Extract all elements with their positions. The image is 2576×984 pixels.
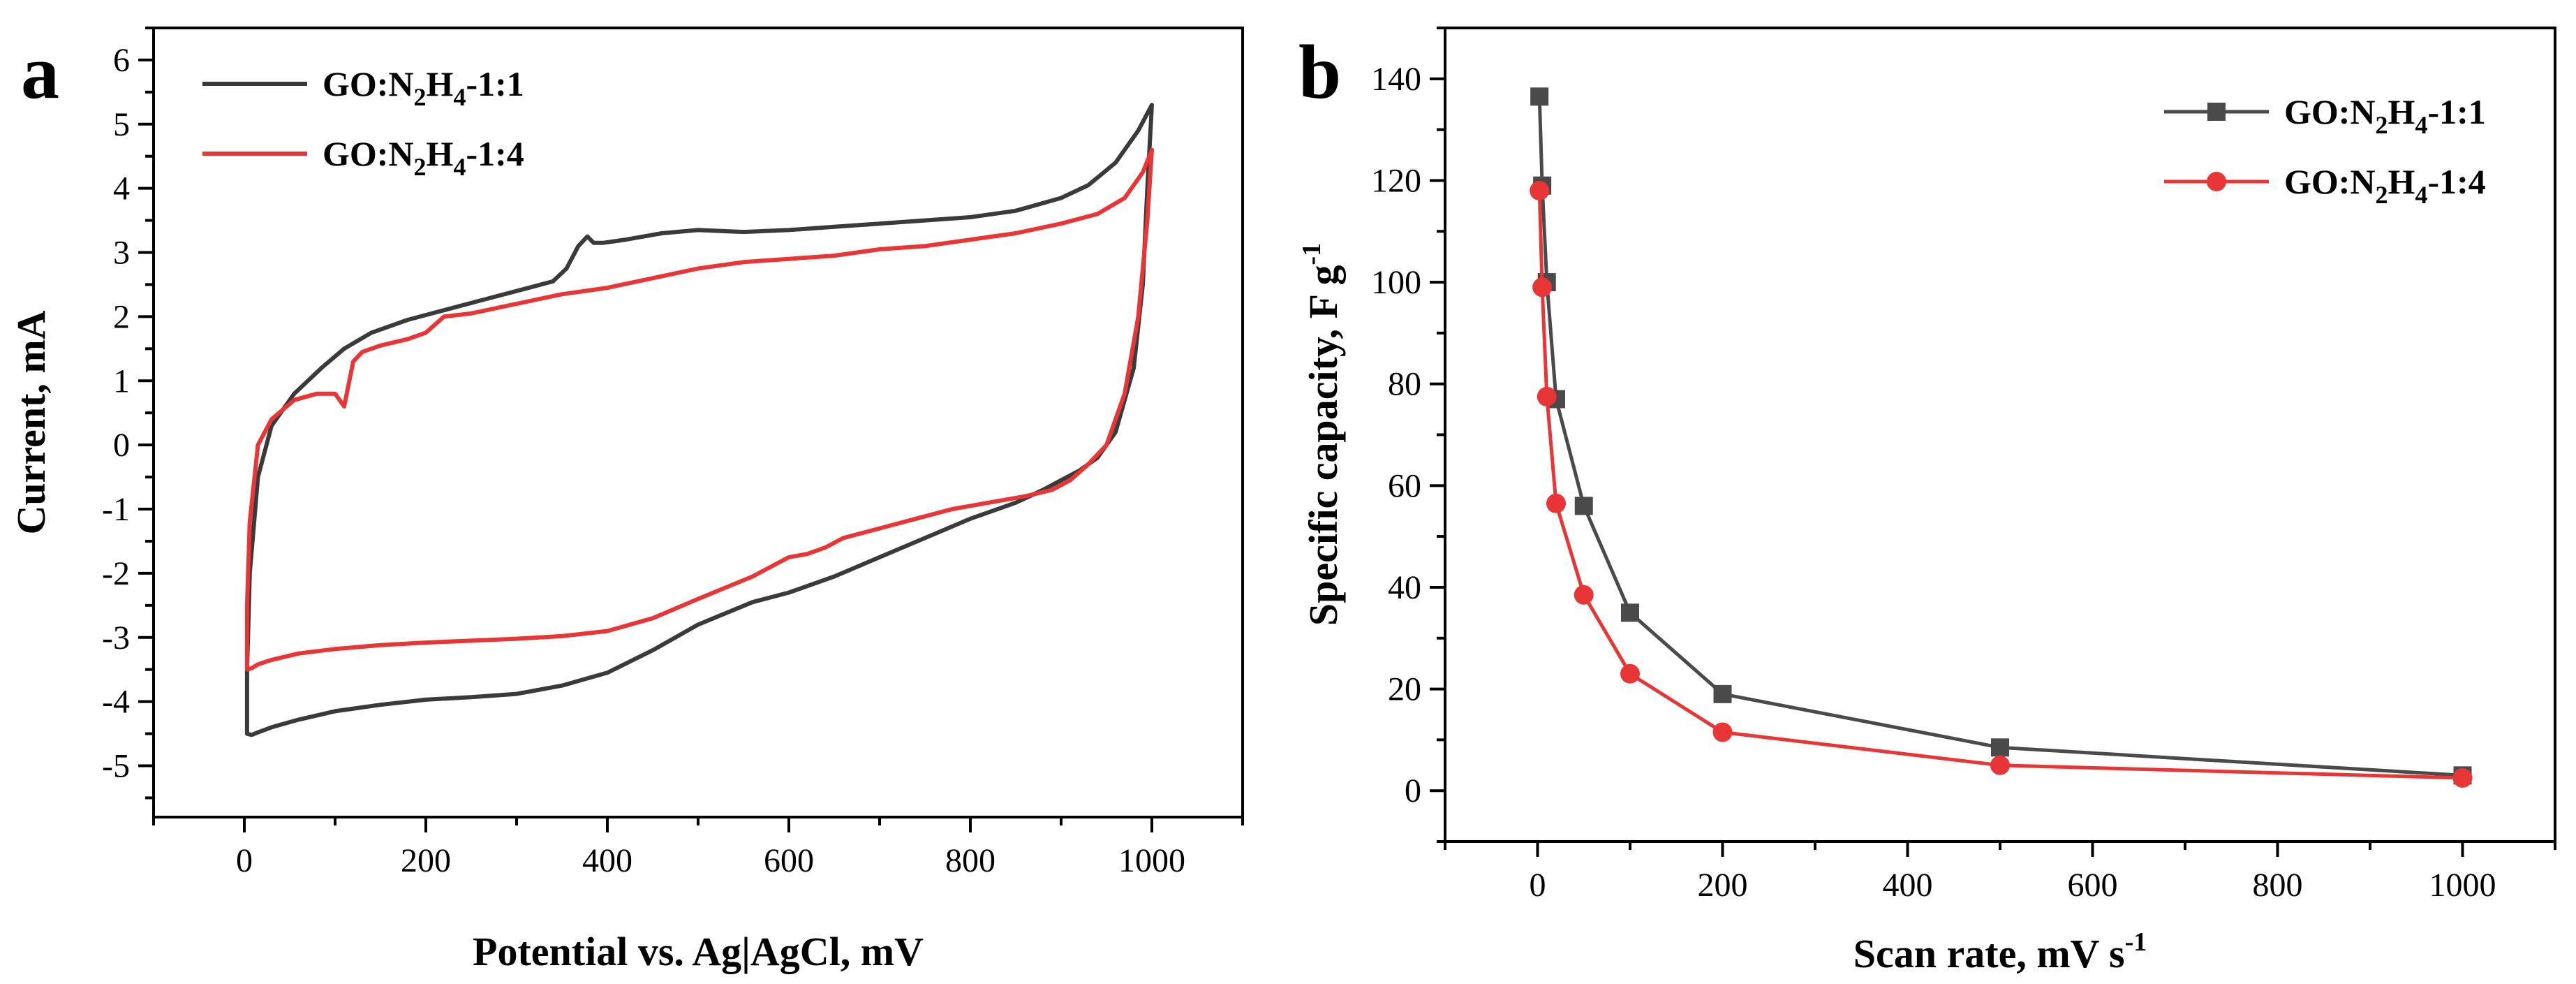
legend-label-part: GO:N bbox=[2284, 92, 2376, 131]
legend-label-part: GO:N bbox=[323, 64, 414, 103]
y-tick-label-a: -4 bbox=[102, 684, 130, 721]
data-point-b-2 bbox=[2452, 768, 2473, 788]
x-tick-label-b: 400 bbox=[1883, 867, 1933, 904]
y-tick-label-a: 1 bbox=[113, 362, 130, 399]
x-tick-label-a: 600 bbox=[764, 842, 814, 879]
x-tick-label-a: 800 bbox=[945, 842, 995, 879]
legend-label-part: GO:N bbox=[323, 134, 414, 173]
y-tick-label-b: 20 bbox=[1388, 671, 1421, 708]
y-tick-label-b: 80 bbox=[1388, 366, 1421, 403]
y-tick-label-b: 40 bbox=[1388, 569, 1421, 606]
data-point-b-2 bbox=[1532, 277, 1553, 298]
legend-label-part: 2 bbox=[414, 153, 427, 181]
legend-label-part: -1:4 bbox=[466, 134, 524, 173]
x-tick-label-b: 600 bbox=[2068, 867, 2118, 904]
data-point-b-1 bbox=[1991, 738, 2009, 757]
x-axis-title-b-main: Scan rate, mV s bbox=[1853, 931, 2125, 976]
y-tick-label-a: -2 bbox=[102, 555, 130, 592]
legend-label-part: 2 bbox=[414, 83, 427, 111]
y-tick-label-b: 140 bbox=[1371, 61, 1421, 98]
legend-label-part: 4 bbox=[2415, 111, 2427, 139]
series-line-a-2 bbox=[244, 147, 1154, 672]
data-point-b-2 bbox=[1990, 755, 2010, 775]
y-tick-label-a: -3 bbox=[102, 619, 130, 656]
legend-label-part: H bbox=[2388, 92, 2415, 131]
plot-frame-b bbox=[1444, 27, 2556, 843]
legend-label-a-1: GO:N2H4-1:1 bbox=[323, 64, 524, 111]
panel-letter-a: a bbox=[21, 29, 59, 115]
y-tick-label-a: -1 bbox=[102, 491, 130, 528]
y-tick-label-a: 6 bbox=[113, 42, 130, 79]
legend-b: GO:N2H4-1:1GO:N2H4-1:4 bbox=[2164, 92, 2486, 209]
series-group-b bbox=[1530, 87, 2473, 788]
panel-a: a 0 200 400 600 800 1000 -5 -4 -3 -2 -1 0 1 2 3 4 5 6 GO:… bbox=[8, 27, 1244, 974]
legend-label-part: -1:4 bbox=[2427, 162, 2485, 201]
panel-letter-b: b bbox=[1298, 29, 1341, 115]
x-tick-label-b: 1000 bbox=[2429, 867, 2496, 904]
data-point-b-1 bbox=[1713, 684, 1732, 703]
x-axis-title-a: Potential vs. Ag|AgCl, mV bbox=[473, 929, 924, 974]
y-axis-title-b-main: Specific capacity, F g bbox=[1301, 265, 1346, 626]
data-point-b-2 bbox=[1546, 493, 1566, 513]
series-line-b-2 bbox=[1537, 189, 2464, 780]
y-tick-label-a: 5 bbox=[113, 106, 130, 143]
series-group-a bbox=[244, 103, 1154, 737]
legend-label-part: 4 bbox=[453, 83, 466, 111]
legend-label-b-2: GO:N2H4-1:4 bbox=[2284, 162, 2486, 209]
x-tick-label-a: 400 bbox=[582, 842, 632, 879]
y-tick-label-a: 3 bbox=[113, 235, 130, 272]
legend-label-part: H bbox=[2388, 162, 2415, 201]
data-point-b-1 bbox=[1574, 497, 1593, 515]
data-point-b-2 bbox=[1574, 585, 1594, 605]
legend-label-a-2: GO:N2H4-1:4 bbox=[323, 134, 524, 181]
x-axis-title-b-sup: -1 bbox=[2125, 927, 2147, 957]
legend-label-part: 2 bbox=[2376, 111, 2388, 139]
legend-label-part: 2 bbox=[2376, 181, 2388, 209]
data-point-b-1 bbox=[1621, 603, 1639, 622]
y-tick-label-b: 0 bbox=[1405, 772, 1421, 809]
legend-label-part: 4 bbox=[453, 153, 466, 181]
x-axis-title-b: Scan rate, mV s-1 bbox=[1853, 927, 2147, 976]
y-axis-title-a: Current, mA bbox=[8, 310, 54, 534]
x-tick-label-b: 800 bbox=[2253, 867, 2303, 904]
x-tick-label-b: 200 bbox=[1698, 867, 1748, 904]
legend-label-part: GO:N bbox=[2284, 162, 2376, 201]
x-tick-label-a: 1000 bbox=[1118, 842, 1185, 879]
data-point-b-2 bbox=[1620, 663, 1640, 684]
legend-label-b-1: GO:N2H4-1:1 bbox=[2284, 92, 2486, 139]
y-tick-label-b: 120 bbox=[1371, 162, 1421, 199]
legend-a: GO:N2H4-1:1GO:N2H4-1:4 bbox=[202, 64, 524, 181]
x-tick-label-a: 0 bbox=[236, 842, 253, 879]
y-axis-title-b-sup: -1 bbox=[1297, 243, 1326, 265]
legend-label-part: H bbox=[427, 134, 454, 173]
data-point-b-2 bbox=[1712, 722, 1733, 742]
data-point-b-2 bbox=[1537, 386, 1557, 406]
legend-label-part: 4 bbox=[2415, 181, 2427, 209]
y-tick-label-b: 100 bbox=[1371, 264, 1421, 301]
data-point-b-2 bbox=[1530, 181, 1550, 200]
axes-a: 0 200 400 600 800 1000 -5 -4 -3 -2 -1 0 1 2 3 4 5 6 bbox=[102, 27, 1244, 879]
y-tick-label-a: 0 bbox=[113, 427, 130, 464]
legend-marker-b-1 bbox=[2207, 103, 2226, 121]
x-tick-label-a: 200 bbox=[401, 842, 451, 879]
legend-label-part: H bbox=[427, 64, 454, 103]
plot-frame-a bbox=[152, 27, 1244, 818]
y-tick-label-a: -5 bbox=[102, 748, 130, 785]
axes-b: 0 200 400 600 800 1000 0 20 40 60 80 100 120 140 bbox=[1371, 27, 2556, 904]
data-point-b-1 bbox=[1530, 87, 1549, 106]
y-tick-label-a: 4 bbox=[113, 170, 130, 207]
legend-label-part: -1:1 bbox=[466, 64, 524, 103]
y-tick-label-a: 2 bbox=[113, 298, 130, 335]
legend-label-part: -1:1 bbox=[2427, 92, 2485, 131]
y-tick-label-b: 60 bbox=[1388, 467, 1421, 504]
y-axis-title-b: Specific capacity, F g-1 bbox=[1297, 243, 1346, 626]
panel-b: b 0 200 400 600 800 1000 0 20 40 60 80 100 120 140 GO… bbox=[1297, 27, 2556, 976]
x-tick-label-b: 0 bbox=[1530, 867, 1546, 904]
series-line-a-1 bbox=[244, 103, 1154, 737]
legend-marker-b-2 bbox=[2207, 172, 2226, 191]
